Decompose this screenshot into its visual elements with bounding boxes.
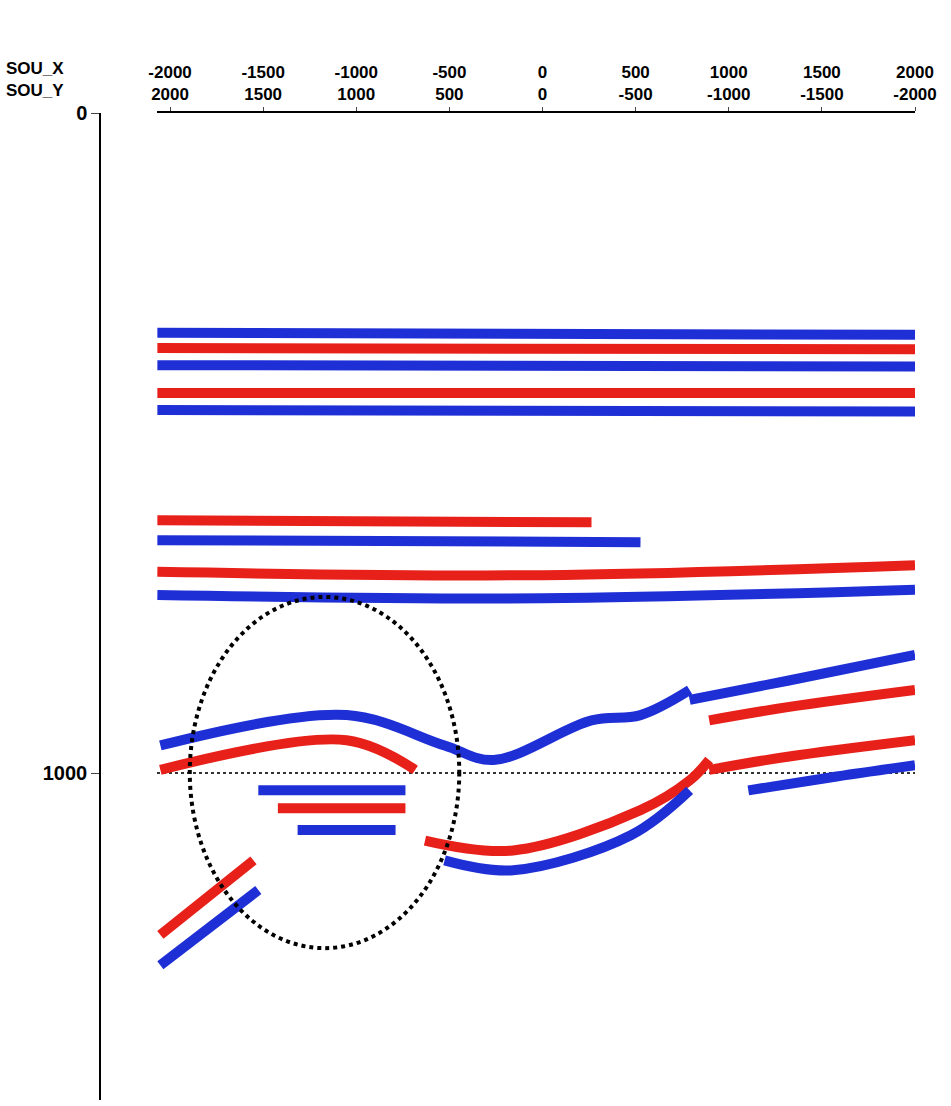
svg-text:00: 00 bbox=[538, 63, 547, 104]
svg-text:1000: 1000 bbox=[43, 762, 88, 784]
svg-text:SOU_X: SOU_X bbox=[6, 59, 64, 78]
svg-text:0: 0 bbox=[76, 102, 87, 124]
svg-text:-500500: -500500 bbox=[432, 63, 466, 104]
svg-text:SOU_Y: SOU_Y bbox=[6, 81, 64, 100]
svg-text:2000-2000: 2000-2000 bbox=[893, 63, 936, 104]
svg-text:1500-1500: 1500-1500 bbox=[800, 63, 843, 104]
svg-text:1000-1000: 1000-1000 bbox=[707, 63, 750, 104]
svg-text:-15001500: -15001500 bbox=[241, 63, 284, 104]
svg-text:-10001000: -10001000 bbox=[335, 63, 378, 104]
svg-text:-20002000: -20002000 bbox=[148, 63, 191, 104]
svg-text:500-500: 500-500 bbox=[619, 63, 653, 104]
